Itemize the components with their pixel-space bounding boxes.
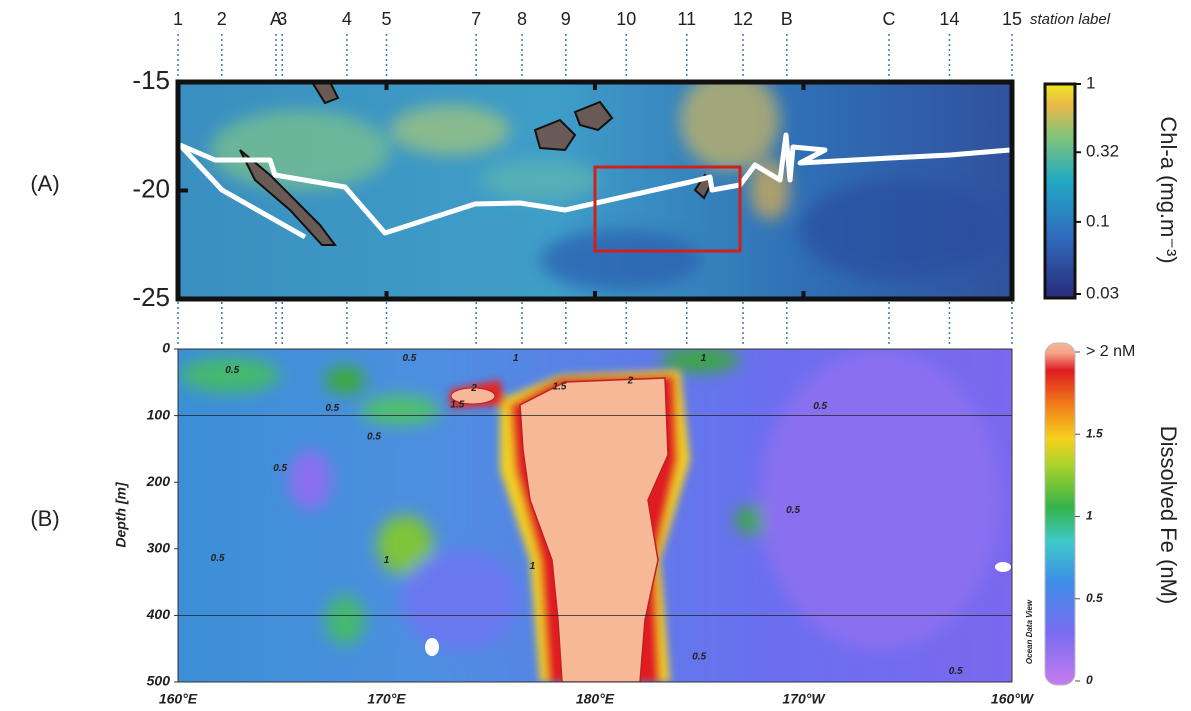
figure: (A) (B) station label Depth [m] Ocean Da… [0,0,1191,711]
contour-label: 1 [530,561,536,572]
colorbar-tick-label: 0.5 [1086,591,1103,605]
y-tick-label: -15 [132,65,170,95]
y-tick-label: 300 [147,540,171,556]
contour-label: 0.5 [273,463,287,474]
contour-label: 1 [384,555,390,566]
colorbar-tick-label: 0.03 [1086,283,1119,302]
station-label: 12 [733,9,753,29]
colorbar-tick-label: > 2 nM [1086,343,1135,360]
y-tick-label: 0 [162,340,170,356]
station-label: 10 [616,9,636,29]
fe-colorbar [1045,343,1075,685]
contour-label: 0.5 [949,666,963,677]
colorbar-tick-label: 0 [1086,673,1093,687]
fe-section [178,348,1012,682]
contour-label: 1.5 [553,382,567,393]
chl-colorbar [1045,84,1075,298]
contour-label: 1.5 [450,400,464,411]
y-tick-label: -25 [132,282,170,312]
contour-label: 2 [627,376,634,387]
x-tick-label: 170°W [782,691,826,707]
station-label: 11 [677,9,696,29]
contour-label: 0.5 [325,403,339,414]
x-tick-label: 160°W [991,691,1035,707]
panel-label: (B) [30,506,59,531]
contour-label: 0.5 [692,651,706,662]
station-label: B [781,9,793,29]
y-tick-label: 100 [147,406,171,422]
chl-map [178,70,1012,299]
colorbar-tick-label: 1.5 [1086,426,1103,440]
station-label: C [882,9,895,29]
colorbar-tick-label: 0.32 [1086,142,1119,161]
y-axis-label: Depth [m] [113,481,129,548]
contour-label: 0.5 [813,401,827,412]
station-label: 1 [173,9,183,29]
contour-label: 0.5 [786,505,800,516]
y-tick-label: -20 [132,173,170,203]
x-tick-label: 180°E [576,691,615,707]
y-tick-label: 500 [147,673,171,689]
colorbar-title: Chl-a (mg.m⁻³) [1156,116,1181,263]
contour-label: 2 [470,383,477,394]
station-label: 2 [217,9,227,29]
x-tick-label: 160°E [159,691,198,707]
station-label: 8 [517,9,527,29]
colorbar-title: Dissolved Fe (nM) [1156,426,1181,604]
colorbar-tick-label: 0.1 [1086,211,1110,230]
contour-label: 0.5 [225,365,239,376]
contour-label: 0.5 [367,432,381,443]
contour-label: 0.5 [211,553,225,564]
y-tick-label: 200 [146,473,171,489]
panel-label: (A) [30,171,59,196]
station-label: 9 [561,9,571,29]
station-label: 7 [471,9,481,29]
colorbar-tick-label: 1 [1086,73,1095,92]
y-tick-label: 400 [146,606,171,622]
colorbar-tick-label: 1 [1086,509,1093,523]
contour-label: 1 [701,353,707,364]
station-label: 3 [277,9,287,29]
contour-label: 1 [513,353,519,364]
station-label: 5 [381,9,391,29]
station-label: 15 [1002,9,1022,29]
station-label: 4 [342,9,352,29]
contour-label: 0.5 [402,353,416,364]
x-tick-label: 170°E [367,691,406,707]
station-label: 14 [939,9,959,29]
station-caption: station label [1030,11,1111,28]
watermark: Ocean Data View [1025,599,1034,664]
